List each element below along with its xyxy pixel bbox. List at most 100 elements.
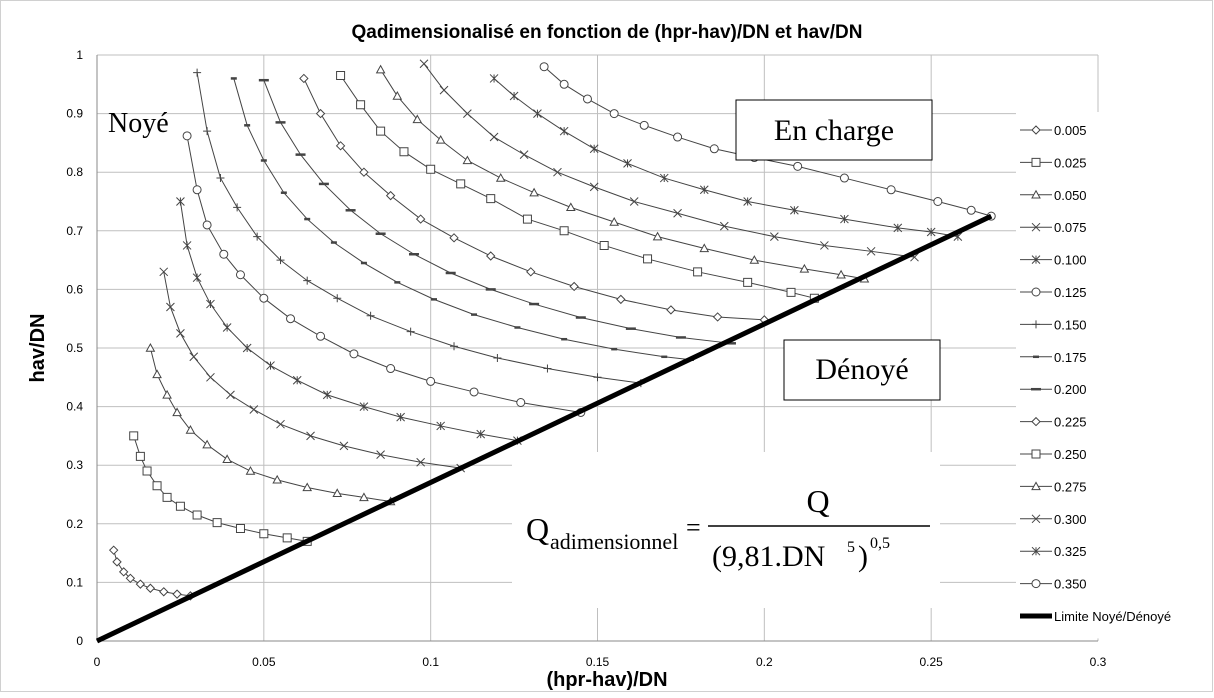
legend-label: 0.050 — [1054, 188, 1087, 203]
marker — [359, 402, 369, 411]
legend-label: Limite Noyé/Dénoyé — [1054, 609, 1171, 624]
series-line — [423, 63, 915, 258]
marker — [553, 167, 562, 177]
y-tick-label: 0.5 — [66, 341, 83, 355]
marker — [786, 287, 796, 297]
marker — [108, 545, 119, 555]
marker — [565, 202, 576, 212]
marker — [439, 85, 449, 95]
marker — [399, 147, 409, 157]
marker — [893, 223, 903, 233]
marker — [249, 405, 259, 414]
y-tick-label: 0.4 — [66, 400, 83, 414]
marker — [589, 182, 599, 192]
marker — [193, 68, 202, 77]
legend-label: 0.125 — [1054, 285, 1087, 300]
marker — [1031, 287, 1041, 297]
marker — [152, 369, 162, 379]
marker — [426, 164, 436, 174]
marker — [245, 466, 256, 475]
marker — [836, 269, 846, 279]
marker — [639, 120, 649, 130]
marker — [489, 74, 499, 83]
marker — [375, 64, 386, 74]
marker — [235, 523, 245, 533]
marker — [486, 251, 496, 261]
marker — [712, 312, 723, 322]
x-tick-label: 0.3 — [1090, 655, 1107, 669]
marker — [202, 220, 212, 230]
marker — [463, 109, 472, 118]
marker — [203, 127, 212, 136]
marker — [820, 241, 829, 250]
marker — [933, 197, 943, 206]
marker — [793, 161, 803, 171]
marker — [306, 431, 315, 441]
marker — [303, 276, 312, 285]
marker — [359, 492, 369, 502]
marker — [112, 557, 122, 567]
legend-label: 0.005 — [1054, 123, 1087, 138]
legend: 0.005 0.025 0.050 0.075 0.100 0.125 0.150 0.175… — [1016, 112, 1208, 639]
marker — [406, 327, 415, 336]
marker — [359, 167, 369, 177]
marker — [673, 208, 682, 218]
marker — [462, 155, 473, 165]
marker — [392, 90, 403, 100]
marker — [172, 589, 182, 599]
plot — [95, 59, 996, 644]
marker — [129, 431, 139, 441]
marker — [559, 79, 569, 89]
x-tick-label: 0 — [94, 655, 101, 669]
marker — [616, 294, 626, 305]
y-tick-label: 0.1 — [66, 575, 83, 589]
formula-numerator: Q — [806, 483, 829, 519]
marker — [476, 429, 486, 439]
marker — [559, 226, 569, 236]
marker — [253, 232, 262, 241]
marker — [516, 397, 526, 407]
marker — [749, 255, 760, 264]
marker — [699, 185, 709, 195]
legend-label: 0.100 — [1054, 253, 1087, 268]
marker — [1031, 449, 1041, 459]
marker — [643, 254, 653, 264]
x-tick-label: 0.05 — [252, 655, 276, 669]
legend-label: 0.300 — [1054, 512, 1087, 527]
marker — [709, 144, 719, 154]
series-line — [186, 135, 581, 413]
legend-label: 0.250 — [1054, 447, 1087, 462]
annotation: Noyé — [108, 108, 169, 139]
marker — [176, 197, 185, 206]
marker — [159, 587, 169, 597]
marker — [272, 474, 283, 484]
marker — [286, 314, 296, 324]
series-line — [95, 213, 993, 644]
marker — [145, 583, 156, 593]
marker — [666, 305, 676, 315]
marker — [426, 376, 436, 386]
formula-superscript: 0,5 — [870, 535, 890, 552]
marker — [533, 109, 542, 118]
x-tick-label: 0.1 — [422, 655, 439, 669]
marker — [659, 173, 669, 183]
marker — [216, 174, 225, 183]
marker — [282, 533, 292, 543]
marker — [693, 267, 703, 277]
y-tick-label: 1 — [76, 48, 83, 62]
marker — [212, 518, 222, 528]
marker — [966, 205, 976, 215]
marker — [162, 492, 172, 502]
marker — [376, 450, 385, 460]
marker — [839, 173, 849, 183]
marker — [185, 425, 196, 434]
formula-lhs: Q — [526, 511, 549, 547]
y-tick-label: 0.8 — [66, 165, 83, 179]
marker — [495, 173, 506, 182]
marker — [1031, 514, 1041, 524]
marker — [152, 481, 162, 491]
marker — [609, 109, 619, 119]
marker — [486, 194, 496, 204]
